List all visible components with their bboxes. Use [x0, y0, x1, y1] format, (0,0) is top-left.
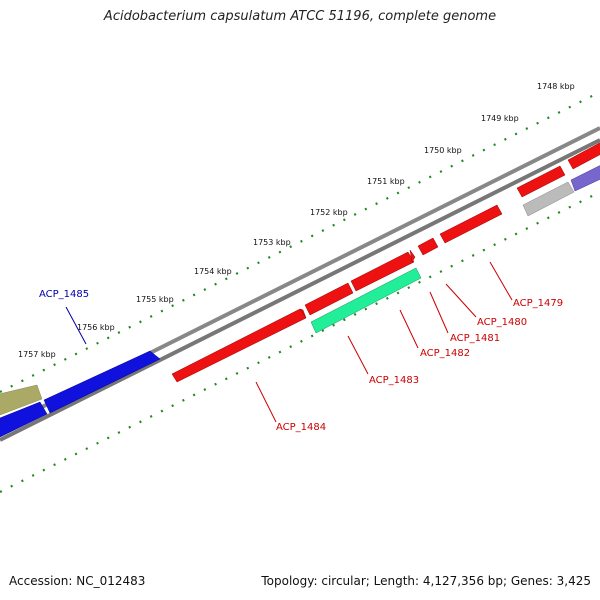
reverse-genes — [310, 163, 600, 334]
connector-acp-1481 — [429, 291, 449, 334]
connector-acp-1484 — [255, 381, 277, 423]
gene-label-acp-1480[interactable]: ACP_1480 — [477, 317, 527, 328]
scale-label-1753: 1753 kbp — [253, 238, 291, 247]
scale-label-1756: 1756 kbp — [77, 323, 115, 332]
connector-acp-1480 — [445, 283, 477, 318]
topology-text: Topology: circular; Length: 4,127,356 bp… — [261, 574, 591, 588]
gene-label-acp-1482[interactable]: ACP_1482 — [420, 348, 470, 359]
forward-genes — [0, 140, 600, 438]
scale-label-1749: 1749 kbp — [481, 114, 519, 123]
scale-label-1748: 1748 kbp — [537, 82, 575, 91]
gene-acp-1479-small[interactable] — [417, 237, 439, 256]
gene-acp-1484-arrow-tip[interactable] — [299, 308, 307, 319]
inner-scale-track — [0, 191, 600, 493]
gene-acp-1485-blue-left[interactable] — [0, 401, 48, 438]
scale-label-1757: 1757 kbp — [18, 350, 56, 359]
gene-label-acp-1485[interactable]: ACP_1485 — [39, 289, 89, 300]
connector-acp-1482 — [399, 309, 419, 349]
scale-label-1751: 1751 kbp — [367, 177, 405, 186]
scale-label-1754: 1754 kbp — [194, 267, 232, 276]
connector-acp-1483 — [347, 335, 369, 375]
scale-labels: 1748 kbp 1749 kbp 1750 kbp 1751 kbp 1752… — [18, 82, 575, 359]
gene-purple[interactable] — [570, 163, 600, 192]
outer-scale-track — [0, 91, 600, 393]
gene-label-acp-1484[interactable]: ACP_1484 — [276, 422, 326, 433]
gene-acp-1480[interactable] — [409, 249, 416, 263]
scale-label-1755: 1755 kbp — [136, 295, 174, 304]
gene-acp-1485-blue[interactable] — [43, 350, 161, 414]
gene-label-acp-1481[interactable]: ACP_1481 — [450, 333, 500, 344]
gene-gray[interactable] — [522, 181, 575, 217]
connector-acp-1479 — [489, 261, 513, 301]
gene-labels: ACP_1479 ACP_1480 ACP_1481 ACP_1482 ACP_… — [39, 289, 563, 433]
connector-acp-1485 — [65, 306, 87, 345]
gene-label-acp-1483[interactable]: ACP_1483 — [369, 375, 419, 386]
gene-acp-1482[interactable] — [304, 282, 354, 316]
gene-acp-1481[interactable] — [350, 251, 415, 292]
gene-label-acp-1479[interactable]: ACP_1479 — [513, 298, 563, 309]
gene-label-connectors — [65, 261, 513, 423]
scale-label-1752: 1752 kbp — [310, 208, 348, 217]
gene-acp-1479[interactable] — [439, 204, 503, 244]
gene-right-red-2[interactable] — [567, 140, 600, 170]
map-title: Acidobacterium capsulatum ATCC 51196, co… — [103, 9, 497, 24]
backbone-line-inner — [0, 138, 600, 442]
gene-acp-1483-green[interactable] — [310, 267, 422, 334]
accession-text: Accession: NC_012483 — [9, 574, 146, 588]
scale-label-1750: 1750 kbp — [424, 146, 462, 155]
gene-olive[interactable] — [0, 384, 43, 416]
gene-right-red[interactable] — [516, 165, 566, 198]
